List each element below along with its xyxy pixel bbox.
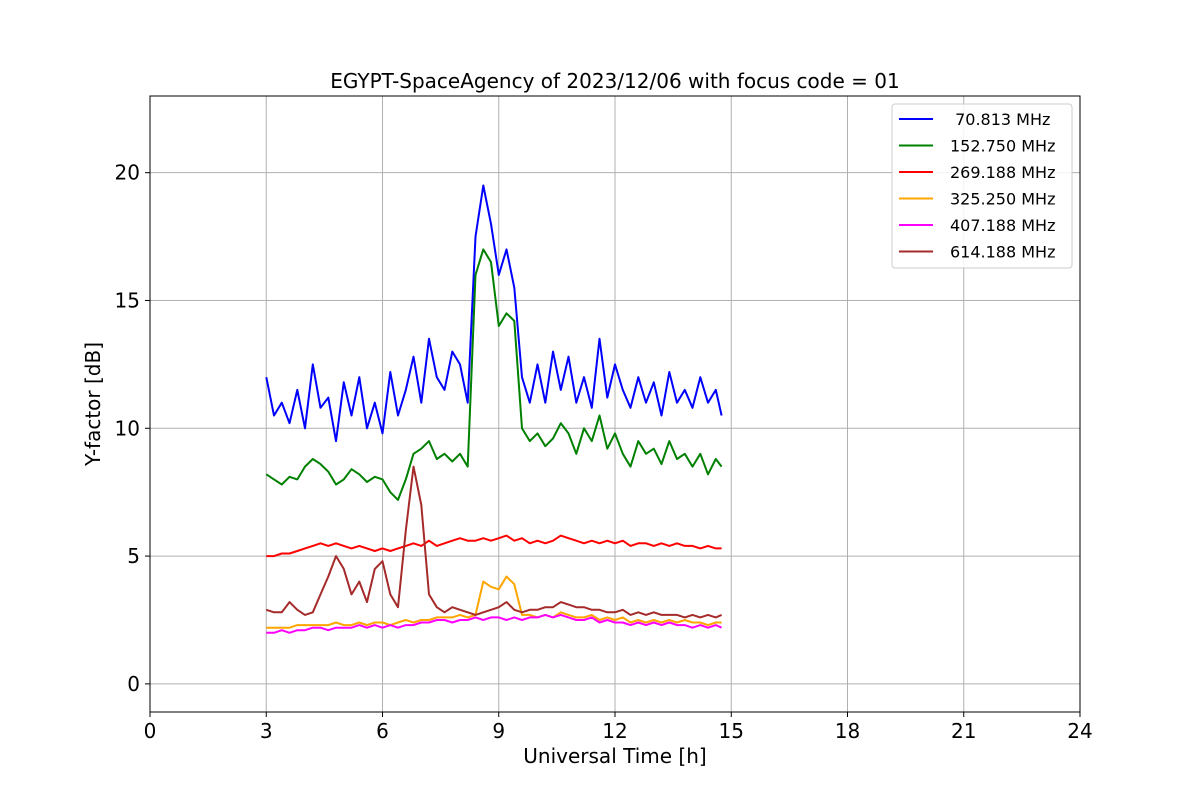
chart-title: EGYPT-SpaceAgency of 2023/12/06 with foc…	[330, 69, 899, 93]
legend: 70.813 MHz 152.750 MHz 269.188 MHz 325.250 …	[891, 103, 1073, 269]
x-tick-label: 12	[602, 719, 627, 743]
series-line-5	[265, 465, 722, 619]
legend-label: 407.188 MHz	[950, 216, 1055, 235]
y-tick-label: 15	[115, 288, 140, 312]
x-tick-label: 21	[951, 719, 976, 743]
x-tick-label: 18	[835, 719, 860, 743]
legend-label: 325.250 MHz	[950, 190, 1055, 209]
series-line-2	[266, 534, 722, 558]
y-tick-label: 10	[115, 416, 140, 440]
x-tick-label: 6	[376, 719, 389, 743]
series-line-3	[266, 575, 722, 629]
y-tick-label: 20	[115, 161, 140, 185]
y-axis-label: Y-factor [dB]	[81, 342, 105, 467]
x-tick-label: 15	[719, 719, 744, 743]
legend-label: 614.188 MHz	[950, 243, 1055, 262]
y-tick-label: 5	[127, 544, 140, 568]
y-tick-label: 0	[127, 672, 140, 696]
series-line-0	[265, 184, 723, 443]
series-line-4	[266, 613, 723, 634]
legend-label: 152.750 MHz	[950, 137, 1055, 156]
x-tick-label: 9	[492, 719, 505, 743]
x-tick-label: 24	[1067, 719, 1092, 743]
x-axis-label: Universal Time [h]	[523, 744, 706, 768]
x-axis-ticks: 0 3 6 9 12 15 18 21 24	[144, 712, 1093, 743]
legend-box	[891, 103, 1073, 269]
series-line-1	[265, 248, 723, 501]
legend-label: 269.188 MHz	[950, 163, 1055, 182]
series-layer	[265, 184, 723, 634]
x-tick-label: 0	[144, 719, 157, 743]
y-axis-ticks: 0 5 10 15 20	[115, 161, 150, 696]
legend-label: 70.813 MHz	[950, 110, 1050, 129]
x-tick-label: 3	[260, 719, 273, 743]
